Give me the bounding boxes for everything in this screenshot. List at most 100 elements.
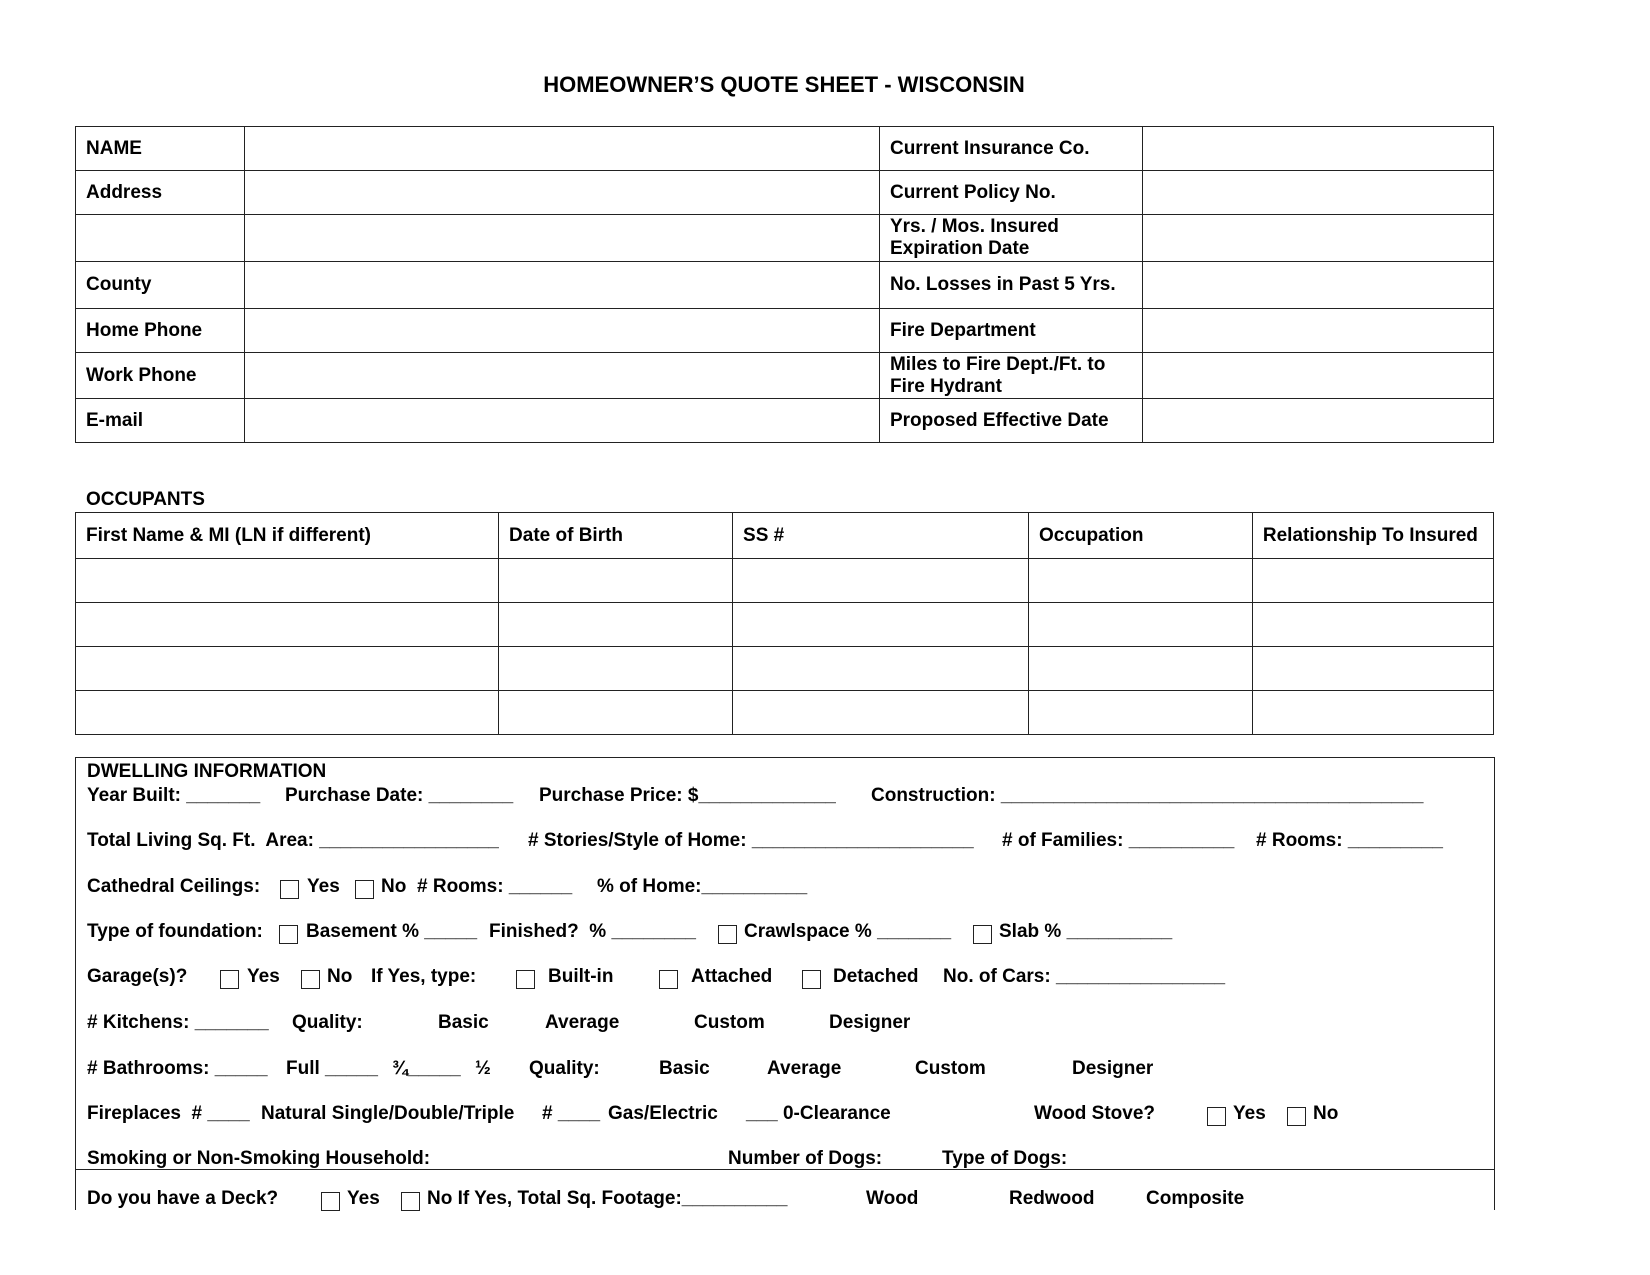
dwelling-field-label: Total Living Sq. Ft. Area: _____________… — [87, 830, 499, 851]
applicant-table: NAME Current Insurance Co. Address Current … — [75, 126, 1494, 443]
dwelling-field-label: # Kitchens: _______ — [87, 1012, 269, 1033]
field-input[interactable] — [1142, 214, 1494, 262]
occupant-cell[interactable] — [74, 602, 500, 647]
checkbox[interactable] — [1287, 1107, 1306, 1126]
checkbox[interactable] — [516, 970, 535, 989]
divider — [75, 1169, 1495, 1170]
occupant-cell[interactable] — [498, 558, 734, 603]
dwelling-field-label: Quality: — [292, 1012, 363, 1033]
field-label: No. Losses in Past 5 Yrs. — [878, 261, 1144, 309]
field-input[interactable] — [243, 398, 880, 443]
occupant-cell[interactable] — [732, 602, 1029, 647]
dwelling-field-label: Slab % __________ — [999, 921, 1173, 942]
dwelling-field-label: Redwood — [1009, 1188, 1095, 1209]
checkbox[interactable] — [355, 880, 374, 899]
dwelling-field-label: Type of foundation: — [87, 921, 263, 942]
dwelling-field-label: No — [1313, 1103, 1339, 1124]
applicant-row: County No. Losses in Past 5 Yrs. — [75, 261, 1494, 309]
checkbox[interactable] — [973, 925, 992, 944]
checkbox[interactable] — [401, 1192, 420, 1211]
occupant-cell[interactable] — [1027, 646, 1253, 691]
occupant-row — [74, 646, 1495, 691]
checkbox[interactable] — [301, 970, 320, 989]
field-label — [75, 214, 245, 262]
applicant-row: Home Phone Fire Department — [75, 308, 1494, 353]
occupant-cell[interactable] — [732, 646, 1029, 691]
field-label: Current Insurance Co. — [878, 126, 1144, 171]
applicant-row: Yrs. / Mos. Insured Expiration Date — [75, 214, 1494, 262]
dwelling-field-label: Yes — [347, 1188, 380, 1209]
dwelling-field-label: # ____ — [542, 1103, 601, 1124]
dwelling-field-label: No. of Cars: ________________ — [943, 966, 1226, 987]
checkbox[interactable] — [279, 925, 298, 944]
occupant-row — [74, 558, 1495, 603]
field-label: Current Policy No. — [878, 170, 1144, 215]
applicant-row: Address Current Policy No. — [75, 170, 1494, 215]
occupant-cell[interactable] — [1251, 602, 1495, 647]
field-input[interactable] — [1142, 261, 1494, 309]
occupant-cell[interactable] — [732, 690, 1029, 735]
dwelling-field-label: Natural Single/Double/Triple — [261, 1103, 515, 1124]
field-input[interactable] — [243, 126, 880, 171]
dwelling-field-label: If Yes, type: — [371, 966, 477, 987]
occupant-cell[interactable] — [74, 646, 500, 691]
dwelling-field-label: Yes — [1233, 1103, 1266, 1124]
field-label: Yrs. / Mos. Insured Expiration Date — [878, 214, 1144, 262]
occupants-label: OCCUPANTS — [86, 489, 205, 510]
applicant-row: Work Phone Miles to Fire Dept./Ft. to Fir… — [75, 352, 1494, 399]
checkbox[interactable] — [1207, 1107, 1226, 1126]
dwelling-field-label: Basic — [438, 1012, 489, 1033]
occupant-cell[interactable] — [498, 602, 734, 647]
dwelling-field-label: Purchase Date: ________ — [285, 785, 514, 806]
dwelling-field-label: Designer — [1072, 1058, 1154, 1079]
checkbox[interactable] — [802, 970, 821, 989]
field-input[interactable] — [1142, 126, 1494, 171]
dwelling-field-label: Purchase Price: $_____________ — [539, 785, 836, 806]
occupant-row — [74, 690, 1495, 735]
field-input[interactable] — [1142, 352, 1494, 399]
checkbox[interactable] — [321, 1192, 340, 1211]
field-input[interactable] — [243, 261, 880, 309]
field-input[interactable] — [243, 170, 880, 215]
occupant-cell[interactable] — [74, 690, 500, 735]
occupant-cell[interactable] — [1251, 646, 1495, 691]
dwelling-field-label: % of Home:__________ — [597, 876, 808, 897]
checkbox[interactable] — [718, 925, 737, 944]
applicant-row: E-mail Proposed Effective Date — [75, 398, 1494, 443]
checkbox[interactable] — [220, 970, 239, 989]
field-input[interactable] — [1142, 308, 1494, 353]
occupant-cell[interactable] — [1027, 558, 1253, 603]
dwelling-field-label: Basement % _____ — [306, 921, 478, 942]
field-input[interactable] — [243, 214, 880, 262]
dwelling-field-label: Built-in — [548, 966, 614, 987]
dwelling-field-label: Wood — [866, 1188, 919, 1209]
occupant-cell[interactable] — [1027, 690, 1253, 735]
column-header: Relationship To Insured — [1251, 512, 1495, 559]
dwelling-field-label: Number of Dogs: — [728, 1148, 883, 1169]
field-input[interactable] — [243, 308, 880, 353]
column-header: Occupation — [1027, 512, 1253, 559]
page-title: HOMEOWNER’S QUOTE SHEET - WISCONSIN — [543, 72, 1025, 97]
occupant-row — [74, 602, 1495, 647]
dwelling-field-label: Crawlspace % _______ — [744, 921, 952, 942]
occupants-table: First Name & MI (LN if different) Date of… — [74, 512, 1495, 735]
occupant-cell[interactable] — [74, 558, 500, 603]
occupant-cell[interactable] — [498, 646, 734, 691]
occupant-cell[interactable] — [1027, 602, 1253, 647]
checkbox[interactable] — [659, 970, 678, 989]
column-header: Date of Birth — [498, 512, 734, 559]
occupant-cell[interactable] — [732, 558, 1029, 603]
field-input[interactable] — [243, 352, 880, 399]
dwelling-field-label: Custom — [915, 1058, 986, 1079]
occupant-cell[interactable] — [1251, 690, 1495, 735]
field-input[interactable] — [1142, 170, 1494, 215]
dwelling-field-label: Construction: __________________________… — [871, 785, 1424, 806]
field-input[interactable] — [1142, 398, 1494, 443]
field-label: Home Phone — [75, 308, 245, 353]
dwelling-field-label: ½ — [475, 1058, 491, 1079]
checkbox[interactable] — [280, 880, 299, 899]
dwelling-field-label: Wood Stove? — [1034, 1103, 1156, 1124]
dwelling-field-label: Designer — [829, 1012, 911, 1033]
occupant-cell[interactable] — [498, 690, 734, 735]
occupant-cell[interactable] — [1251, 558, 1495, 603]
